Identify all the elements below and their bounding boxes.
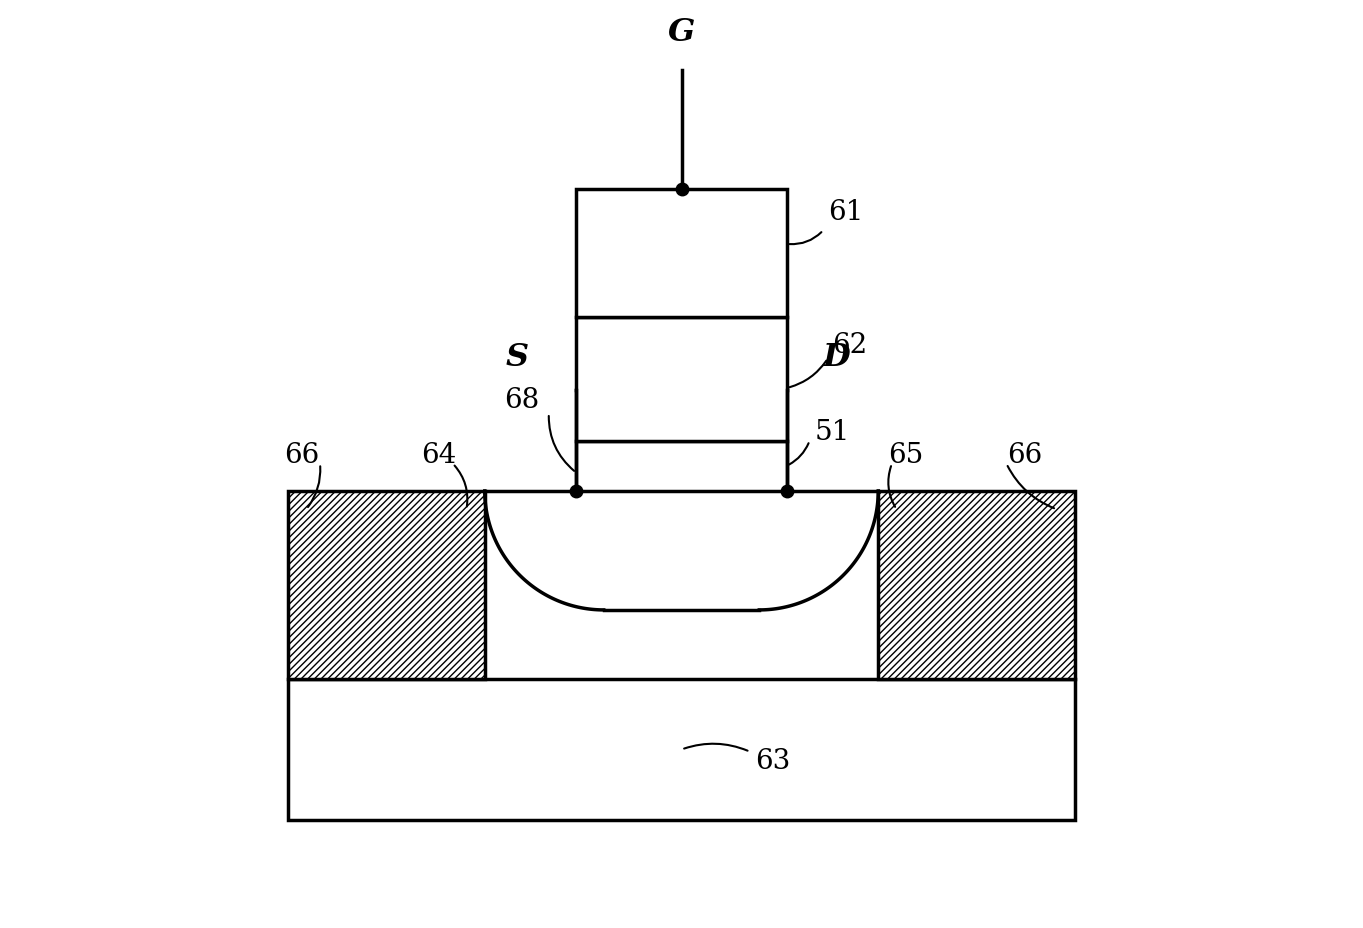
Bar bbox=[577, 441, 786, 492]
Bar bbox=[288, 678, 1075, 820]
Text: 66: 66 bbox=[284, 442, 319, 469]
Text: S: S bbox=[506, 342, 529, 372]
Bar bbox=[577, 317, 786, 441]
Bar bbox=[288, 492, 485, 678]
Text: 64: 64 bbox=[421, 442, 457, 469]
Bar bbox=[577, 189, 786, 317]
Text: G: G bbox=[668, 17, 695, 48]
Bar bbox=[878, 492, 1075, 678]
Text: 61: 61 bbox=[827, 200, 863, 226]
Text: 51: 51 bbox=[814, 419, 849, 445]
Text: 65: 65 bbox=[889, 442, 923, 469]
Text: 68: 68 bbox=[504, 387, 540, 414]
Text: 66: 66 bbox=[1007, 442, 1043, 469]
Text: 63: 63 bbox=[755, 748, 791, 775]
Text: D: D bbox=[823, 342, 851, 372]
Text: 62: 62 bbox=[833, 331, 868, 358]
